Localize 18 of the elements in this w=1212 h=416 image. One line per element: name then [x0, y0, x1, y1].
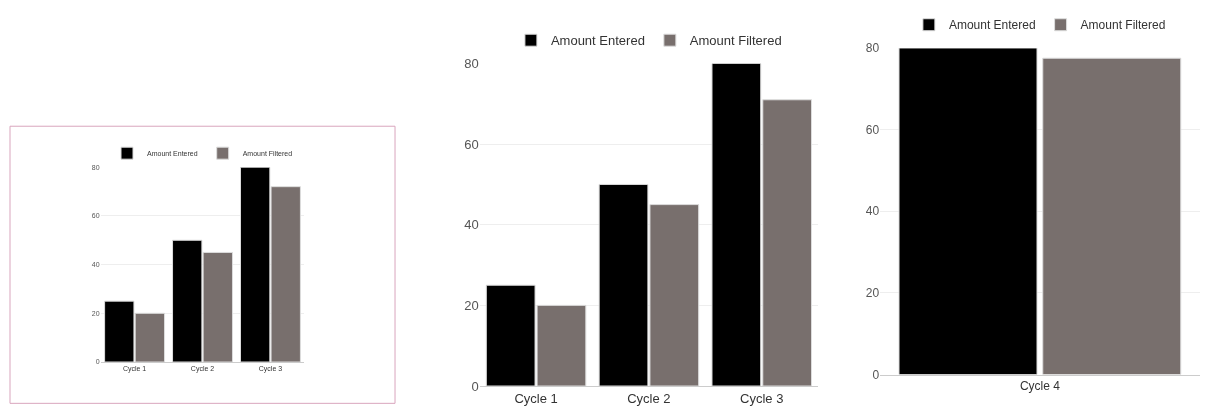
x-tick-label: Cycle 1: [514, 390, 558, 406]
x-tick-label: Cycle 3: [740, 390, 784, 406]
x-tick-label: Cycle 4: [1019, 378, 1061, 393]
legend-label: Amount Filtered: [689, 33, 782, 49]
legend-label: Amount Entered: [948, 18, 1036, 33]
y-tick-label: 80: [865, 41, 880, 56]
y-tick-label: 60: [464, 136, 479, 152]
x-tick-label: Cycle 2: [627, 390, 671, 406]
y-tick-label: 40: [865, 204, 880, 219]
legend-label: Amount Entered: [550, 33, 645, 49]
y-tick-label: 20: [865, 286, 880, 301]
y-tick-label: 80: [464, 56, 479, 72]
y-tick-label: 60: [865, 122, 880, 137]
y-tick-label: 0: [872, 367, 880, 382]
y-tick-label: 20: [464, 297, 479, 313]
y-tick-label: 0: [471, 378, 479, 394]
legend-label: Amount Filtered: [1080, 18, 1166, 33]
y-tick-label: 40: [464, 217, 479, 233]
